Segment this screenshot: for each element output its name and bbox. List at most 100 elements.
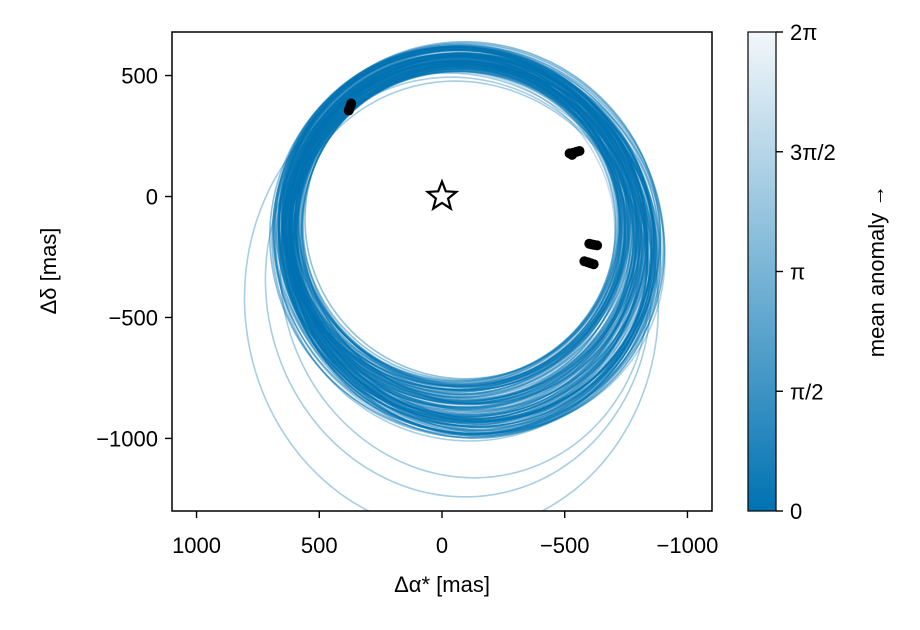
orbit-line bbox=[289, 67, 638, 421]
orbit-line bbox=[289, 52, 627, 388]
orbit-line bbox=[288, 68, 648, 436]
orbit-line bbox=[304, 66, 621, 380]
orbit-line bbox=[277, 49, 645, 416]
orbit-line bbox=[282, 48, 663, 428]
colorbar-label: mean anomaly → bbox=[864, 185, 889, 357]
orbit-line bbox=[278, 47, 655, 424]
orbit-line bbox=[284, 56, 647, 420]
orbit-line bbox=[290, 54, 648, 412]
orbit-line bbox=[278, 45, 631, 397]
orbit-line bbox=[274, 47, 636, 407]
orbit-line bbox=[282, 59, 652, 435]
orbit-line bbox=[284, 60, 651, 432]
x-tick-label: −1000 bbox=[657, 533, 719, 558]
orbit-line bbox=[278, 46, 634, 399]
orbit-line bbox=[296, 63, 653, 420]
x-tick-label: 500 bbox=[301, 533, 338, 558]
orbit-line bbox=[290, 55, 639, 401]
orbit-line bbox=[301, 66, 640, 405]
orbit-line bbox=[294, 58, 625, 388]
orbit-line bbox=[292, 69, 641, 425]
colorbar-tick-label: 2π bbox=[790, 20, 817, 45]
orbit-line bbox=[272, 42, 664, 435]
orbit-line bbox=[287, 64, 643, 425]
orbit-line bbox=[271, 48, 657, 439]
orbit-line bbox=[291, 55, 638, 400]
orbit-line bbox=[284, 45, 632, 389]
orbit-line bbox=[298, 68, 630, 401]
y-tick-label: 500 bbox=[121, 64, 158, 89]
orbit-line bbox=[288, 53, 621, 384]
orbit-line bbox=[285, 53, 620, 386]
orbit-line bbox=[293, 70, 636, 418]
orbit-line bbox=[278, 43, 643, 405]
x-axis-label: Δα* [mas] bbox=[394, 572, 490, 597]
orbit-line bbox=[284, 48, 655, 417]
orbit-line bbox=[289, 53, 630, 392]
orbit-line bbox=[294, 63, 646, 416]
star-marker bbox=[424, 178, 460, 212]
orbit-line bbox=[297, 59, 626, 385]
orbit-line bbox=[289, 55, 658, 423]
orbit-line bbox=[277, 52, 657, 435]
orbit-line bbox=[292, 56, 622, 383]
orbit-line bbox=[286, 52, 642, 405]
orbit-line bbox=[291, 58, 638, 404]
y-tick-label: −1000 bbox=[96, 426, 158, 451]
orbit-line bbox=[289, 70, 640, 429]
orbit-line bbox=[280, 59, 650, 435]
orbit-line bbox=[283, 45, 641, 399]
orbit-line bbox=[243, 72, 660, 511]
orbit-line bbox=[287, 54, 629, 395]
orbit-line bbox=[289, 53, 666, 429]
orbit-line bbox=[288, 56, 635, 402]
orbit-line bbox=[287, 57, 619, 387]
orbit-line bbox=[302, 68, 625, 391]
orbit-line bbox=[288, 65, 637, 417]
orbit-line bbox=[273, 45, 666, 439]
orbit-line bbox=[281, 48, 628, 392]
orbit-line bbox=[294, 61, 630, 396]
orbit-line bbox=[290, 63, 633, 409]
orbit-line bbox=[287, 56, 656, 426]
orbit-line bbox=[295, 60, 666, 432]
orbit-line bbox=[300, 66, 617, 381]
orbit-line bbox=[287, 59, 636, 409]
y-axis-label: Δδ [mas] bbox=[36, 228, 61, 315]
orbit-line bbox=[289, 64, 656, 438]
orbit-line bbox=[291, 63, 626, 398]
orbit-line bbox=[283, 58, 658, 437]
orbit-line bbox=[281, 53, 660, 435]
orbit-line bbox=[286, 52, 629, 392]
orbit-line bbox=[299, 62, 627, 387]
orbit-line bbox=[272, 46, 649, 424]
x-tick-label: −500 bbox=[540, 533, 590, 558]
orbit-line bbox=[284, 59, 638, 415]
orbit-line bbox=[295, 57, 627, 386]
orbit-line bbox=[286, 59, 640, 416]
orbit-line bbox=[289, 61, 623, 396]
y-tick-label: 0 bbox=[146, 185, 158, 210]
orbit-line bbox=[280, 52, 649, 423]
orbit-line bbox=[290, 63, 644, 420]
y-tick-label: −500 bbox=[108, 305, 158, 330]
orbit-line bbox=[274, 46, 635, 406]
orbit-line bbox=[289, 67, 639, 424]
orbit-line bbox=[286, 67, 648, 440]
orbit-line bbox=[293, 61, 653, 422]
orbit-line bbox=[284, 55, 653, 425]
colorbar-ticks: 0 π/2 π 3π/2 2π bbox=[776, 20, 836, 524]
orbit-line bbox=[280, 49, 655, 424]
orbit-line bbox=[281, 55, 657, 435]
orbit-line bbox=[290, 62, 659, 436]
orbit-line bbox=[281, 59, 652, 435]
orbit-line bbox=[299, 64, 657, 421]
orbit-line bbox=[289, 53, 648, 411]
orbit-line bbox=[294, 64, 662, 434]
orbit-line bbox=[274, 57, 653, 442]
orbit-line bbox=[277, 49, 654, 427]
observation-point bbox=[567, 149, 578, 160]
orbit-line bbox=[281, 47, 629, 391]
orbit-line bbox=[292, 70, 632, 415]
orbit-line bbox=[292, 63, 648, 421]
